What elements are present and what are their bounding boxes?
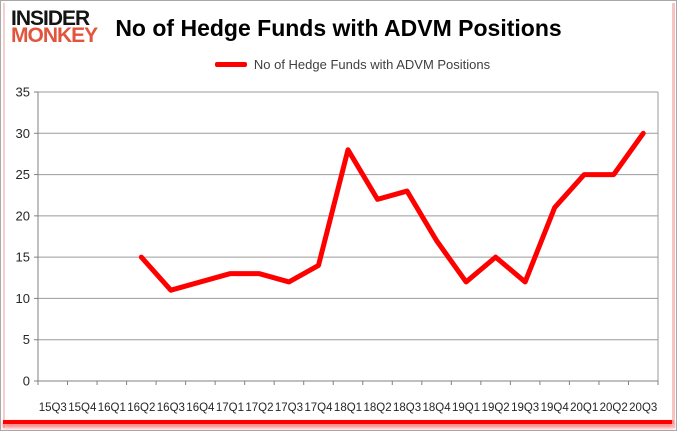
svg-text:30: 30 bbox=[16, 126, 30, 141]
x-tick-label: 16Q4 bbox=[186, 402, 215, 414]
legend-line-swatch bbox=[214, 62, 247, 67]
x-tick-label: 16Q3 bbox=[157, 402, 185, 414]
x-tick-label: 20Q2 bbox=[600, 402, 628, 414]
svg-text:20: 20 bbox=[16, 208, 30, 223]
x-tick-label: 20Q3 bbox=[629, 402, 657, 414]
logo-word-insider: INSIDER bbox=[11, 7, 90, 30]
x-tick-label: 17Q1 bbox=[216, 402, 244, 414]
x-tick-label: 15Q3 bbox=[39, 402, 67, 414]
x-tick-label: 17Q3 bbox=[275, 402, 303, 414]
gridlines bbox=[38, 91, 659, 381]
x-tick-label: 19Q1 bbox=[452, 402, 480, 414]
x-axis-labels: 15Q3 15Q4 16Q1 16Q2 16Q3 16Q4 17Q1 17Q2 17Q3 17Q4… bbox=[39, 402, 658, 414]
svg-text:15: 15 bbox=[16, 250, 30, 265]
red-bottom-border bbox=[3, 420, 674, 424]
x-tick-label: 18Q3 bbox=[393, 402, 421, 414]
x-tick-label: 19Q3 bbox=[511, 402, 539, 414]
x-tick-label: 16Q2 bbox=[127, 402, 155, 414]
x-tick-label: 19Q4 bbox=[541, 402, 570, 414]
svg-text:25: 25 bbox=[16, 167, 30, 182]
x-tick-label: 16Q1 bbox=[98, 402, 126, 414]
x-tick-label: 15Q4 bbox=[68, 402, 97, 414]
x-tick-label: 18Q4 bbox=[423, 402, 452, 414]
svg-text:10: 10 bbox=[16, 291, 30, 306]
x-tick-label: 17Q2 bbox=[245, 402, 273, 414]
insider-monkey-logo: INSIDER MONKEY bbox=[11, 7, 98, 47]
legend: No of Hedge Funds with ADVM Positions bbox=[15, 57, 676, 72]
svg-text:5: 5 bbox=[23, 332, 30, 347]
x-tick-label: 19Q2 bbox=[482, 402, 510, 414]
x-tick-label: 17Q4 bbox=[304, 402, 333, 414]
y-axis-labels: 0 5 10 15 20 25 30 35 bbox=[16, 85, 30, 389]
chart-title: No of Hedge Funds with ADVM Positions bbox=[115, 15, 562, 41]
legend-label: No of Hedge Funds with ADVM Positions bbox=[253, 57, 491, 72]
logo-word-monkey: MONKEY bbox=[11, 24, 98, 47]
x-tick-label: 20Q1 bbox=[570, 402, 598, 414]
x-tick-label: 18Q2 bbox=[363, 402, 391, 414]
x-tick-label: 18Q1 bbox=[334, 402, 362, 414]
axes bbox=[34, 91, 659, 385]
svg-text:35: 35 bbox=[16, 85, 30, 100]
svg-text:0: 0 bbox=[23, 374, 30, 389]
series-line bbox=[138, 130, 646, 293]
